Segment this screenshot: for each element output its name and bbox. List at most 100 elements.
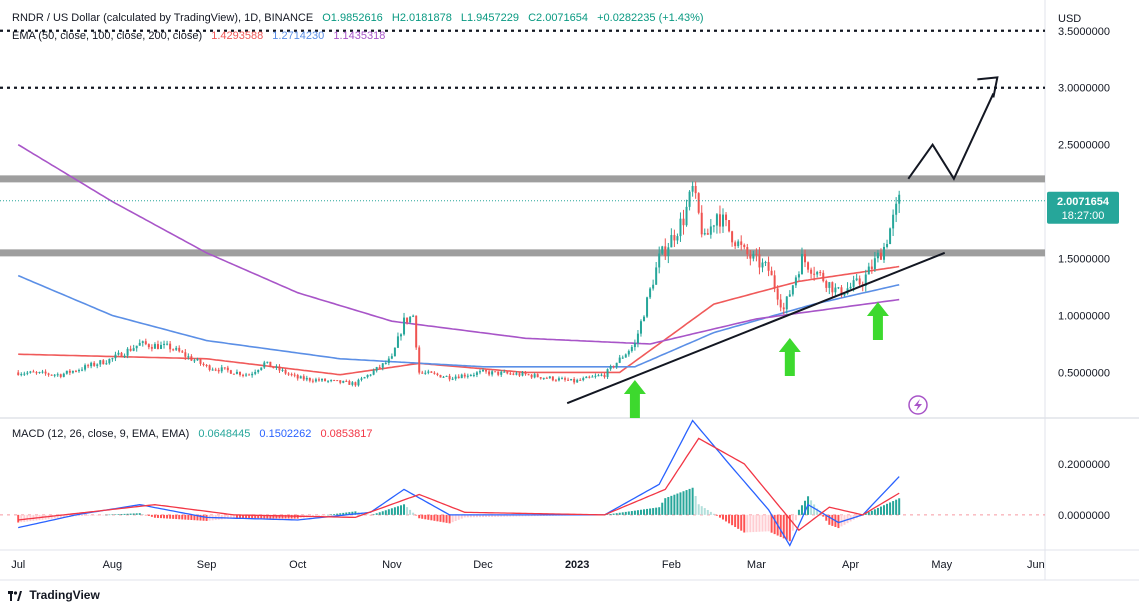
histogram-bar (813, 504, 816, 515)
histogram-bar (111, 514, 114, 515)
histogram-bar (84, 514, 87, 516)
candle-body (770, 270, 773, 276)
candle-body (403, 317, 406, 335)
candle-body (475, 372, 478, 375)
green-up-arrow (866, 302, 889, 340)
histogram-bar (424, 514, 427, 520)
candle-body (542, 377, 545, 379)
time-tick-label: Jun (1027, 559, 1045, 571)
candle-body (132, 348, 135, 351)
candle-body (32, 371, 35, 373)
histogram-bar (670, 495, 673, 515)
candle-body (187, 356, 190, 358)
candle-body (807, 262, 810, 270)
price-tick-label: 1.5000000 (1058, 254, 1110, 266)
green-up-arrow (778, 338, 801, 376)
legend-ema: EMA (50, close, 100, close, 200, close) … (12, 30, 391, 42)
histogram-bar (372, 514, 375, 515)
histogram-bar (156, 514, 159, 518)
histogram-bar (661, 502, 664, 515)
histogram-bar (202, 514, 205, 521)
histogram-bar (129, 513, 132, 515)
candle-body (266, 361, 269, 363)
histogram-bar (886, 503, 889, 515)
candle-body (867, 266, 870, 275)
histogram-bar (606, 514, 609, 515)
ema-line (18, 265, 900, 376)
histogram-bar (804, 500, 807, 515)
candle-body (579, 379, 582, 381)
histogram-bar (409, 509, 412, 515)
candle-body (99, 360, 102, 365)
candle-body (509, 373, 512, 375)
histogram-bar (160, 514, 163, 519)
histogram-bar (390, 508, 393, 515)
candle-body (242, 374, 245, 376)
histogram-bar (728, 514, 731, 524)
candle-body (564, 378, 567, 380)
candle-body (71, 370, 74, 373)
histogram-bar (260, 514, 263, 519)
histogram-bar (469, 514, 472, 518)
histogram-bar (324, 514, 327, 516)
histogram-bar (254, 514, 257, 519)
histogram-bar (384, 510, 387, 515)
histogram-bar (810, 500, 813, 515)
close-value: C2.0071654 (528, 12, 589, 24)
time-tick-label: May (931, 559, 952, 571)
candle-body (482, 370, 485, 372)
histogram-bar (870, 510, 873, 515)
histogram-bar (403, 504, 406, 515)
histogram-bar (59, 514, 62, 518)
candle-body (238, 371, 241, 375)
candle-body (734, 242, 737, 247)
histogram-bar (521, 514, 524, 517)
candle-body (466, 375, 469, 377)
histogram-bar (797, 509, 800, 515)
histogram-bar (703, 508, 706, 515)
candle-body (545, 377, 548, 379)
macd-label: MACD (12, 26, close, 9, EMA, EMA) (12, 428, 190, 440)
histogram-bar (627, 511, 630, 515)
candle-body (38, 372, 41, 374)
candle-body (430, 371, 433, 373)
histogram-bar (652, 508, 655, 515)
histogram-bar (181, 514, 184, 520)
candle-body (117, 352, 120, 355)
ema100-value: 1.2714230 (272, 30, 325, 42)
candle-body (372, 370, 375, 375)
candle-body (667, 247, 670, 257)
candle-body (153, 344, 156, 349)
histogram-bar (743, 514, 746, 533)
candle-body (226, 367, 229, 371)
candle-body (412, 315, 415, 317)
candle-body (478, 371, 481, 373)
histogram-bar (330, 514, 333, 515)
histogram-bar (612, 513, 615, 515)
candle-body (761, 262, 764, 268)
candle-body (433, 372, 436, 374)
histogram-bar (618, 512, 621, 515)
histogram-bar (463, 514, 466, 518)
candle-body (779, 299, 782, 308)
histogram-bar (494, 514, 497, 517)
candle-body (360, 378, 363, 380)
histogram-bar (90, 514, 93, 516)
candle-body (588, 376, 591, 378)
candle-body (785, 296, 788, 310)
last-price-badge (1047, 191, 1119, 224)
price-tick-label: 3.0000000 (1058, 83, 1110, 95)
candle-body (20, 374, 23, 376)
histogram-bar (20, 514, 23, 523)
candle-body (324, 378, 327, 382)
candle-body (488, 371, 491, 375)
candle-body (296, 374, 299, 379)
histogram-bar (281, 514, 284, 519)
histogram-bar (633, 510, 636, 515)
histogram-bar (105, 514, 108, 516)
histogram-bar (126, 513, 129, 515)
candle-body (551, 376, 554, 381)
histogram-bar (491, 514, 494, 517)
candle-body (96, 364, 99, 366)
